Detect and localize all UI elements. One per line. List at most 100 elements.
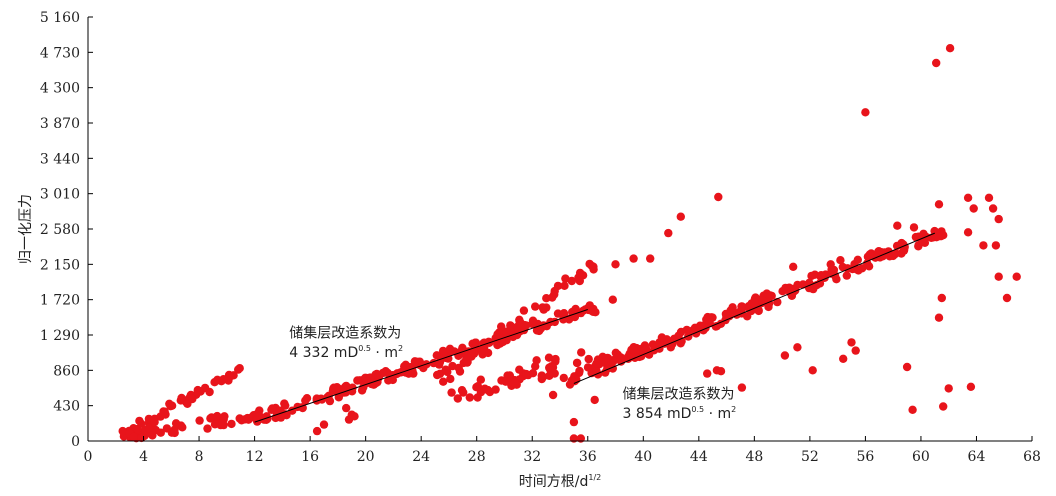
y-tick-label: 2 580	[40, 222, 80, 238]
data-point	[455, 367, 465, 376]
y-tick-label: 2 150	[40, 257, 80, 273]
data-point	[418, 361, 427, 371]
data-point	[979, 241, 988, 250]
data-point	[865, 250, 874, 259]
y-axis-title: 归一化压力	[17, 194, 34, 264]
data-point	[353, 376, 362, 385]
data-point	[553, 309, 563, 318]
data-point	[217, 419, 227, 428]
x-axis-title-text: 时间方根/d	[519, 474, 589, 490]
data-point	[826, 260, 835, 269]
data-point	[195, 387, 205, 396]
data-point	[217, 377, 226, 386]
data-point	[476, 375, 485, 384]
data-point	[969, 204, 978, 213]
data-point	[325, 396, 335, 406]
data-point	[545, 371, 554, 380]
y-tick-label: 1 720	[40, 293, 80, 309]
data-point	[203, 424, 212, 433]
y-tick-label: 430	[53, 399, 80, 415]
data-point	[861, 108, 870, 117]
data-point	[994, 272, 1003, 281]
data-point	[441, 365, 450, 374]
annotation-unit-sup: 2	[731, 405, 736, 414]
annotation-value-text: 4 332 mD	[289, 345, 358, 361]
data-point	[1012, 272, 1021, 281]
data-point	[508, 332, 518, 342]
x-tick-label: 60	[912, 449, 930, 465]
data-point	[528, 369, 538, 378]
data-point	[642, 345, 651, 354]
y-tick-label: 5 160	[40, 10, 80, 26]
data-point	[864, 262, 874, 271]
data-point	[586, 306, 595, 315]
data-point	[560, 281, 569, 290]
data-point	[762, 289, 771, 298]
data-point	[537, 371, 546, 380]
data-point	[646, 254, 655, 263]
data-point	[807, 271, 816, 281]
data-point	[372, 369, 381, 379]
data-point	[567, 376, 576, 385]
data-point	[847, 338, 856, 347]
data-point	[839, 354, 848, 363]
data-point	[244, 414, 253, 423]
data-point	[934, 313, 944, 322]
data-point	[148, 431, 157, 440]
data-point	[984, 193, 994, 202]
data-point	[583, 363, 593, 372]
y-tick-label: 1 290	[40, 328, 80, 344]
scatter-points	[118, 44, 1021, 443]
data-point	[963, 228, 973, 237]
data-point	[531, 362, 540, 371]
data-point	[205, 387, 214, 397]
data-point	[544, 353, 554, 362]
data-point	[611, 260, 620, 269]
annotation-value-sup: 0.5	[691, 405, 704, 414]
data-point	[548, 390, 558, 400]
data-point	[764, 302, 773, 312]
data-point	[213, 411, 222, 421]
data-point	[629, 345, 638, 354]
x-tick-label: 56	[856, 449, 874, 465]
data-point	[908, 405, 917, 414]
y-tick-label: 3 870	[40, 116, 80, 132]
data-point	[226, 372, 235, 381]
data-point	[477, 346, 487, 355]
data-point	[676, 212, 685, 221]
data-point	[575, 268, 585, 278]
data-point	[966, 382, 976, 391]
data-point	[227, 419, 236, 429]
data-point	[548, 363, 558, 372]
x-tick-label: 12	[246, 449, 264, 465]
data-point	[551, 354, 560, 364]
fit-lines	[254, 232, 936, 423]
data-point	[587, 261, 596, 271]
data-point	[705, 316, 714, 325]
x-axis-title: 时间方根/d1/2	[519, 473, 601, 490]
fit-line	[254, 309, 588, 423]
annotation-unit: · m	[371, 345, 398, 361]
x-tick-label: 40	[634, 449, 652, 465]
data-point	[332, 383, 342, 392]
data-point	[623, 352, 633, 361]
data-point	[342, 403, 351, 413]
x-tick-label: 0	[84, 449, 93, 465]
data-point	[457, 386, 467, 395]
data-point	[410, 357, 420, 366]
data-point	[538, 303, 547, 312]
data-point	[210, 420, 220, 429]
data-point	[991, 241, 1001, 250]
data-point	[156, 428, 165, 437]
data-point	[439, 377, 448, 386]
data-point	[491, 385, 500, 394]
data-point	[808, 366, 817, 375]
x-tick-label: 68	[1023, 449, 1041, 465]
x-tick-label: 44	[690, 449, 708, 465]
data-point	[939, 402, 948, 411]
annotation-value: 4 332 mD0.5 · m2	[289, 344, 403, 361]
annotation-title: 储集层改造系数为	[289, 324, 401, 341]
data-point	[129, 432, 138, 442]
x-tick-label: 48	[745, 449, 763, 465]
data-point	[171, 419, 181, 428]
